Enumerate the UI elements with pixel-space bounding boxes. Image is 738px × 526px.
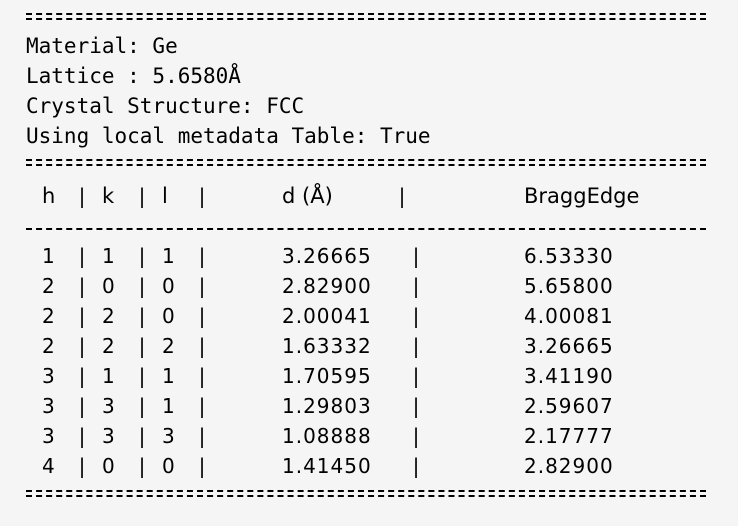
header-top-rule [26, 156, 706, 170]
cell-h: 3 [42, 394, 56, 418]
header-l: l [162, 184, 168, 208]
column-separator: | [396, 184, 409, 208]
cell-l: 1 [162, 244, 176, 268]
header-d-spacing: d (Å) [282, 184, 333, 208]
bottom-double-rule [26, 487, 706, 501]
column-separator: | [76, 334, 89, 358]
cell-d-spacing: 1.08888 [282, 424, 372, 448]
column-separator: | [76, 304, 89, 328]
cell-h: 2 [42, 274, 56, 298]
column-separator: | [76, 394, 89, 418]
cell-k: 3 [102, 394, 116, 418]
column-separator: | [76, 454, 89, 478]
column-separator: | [136, 184, 149, 208]
header-k: k [102, 184, 115, 208]
cell-l: 0 [162, 304, 176, 328]
column-separator: | [136, 274, 149, 298]
cell-bragg-edge: 5.65800 [524, 274, 614, 298]
column-separator: | [76, 274, 89, 298]
column-separator: | [410, 424, 423, 448]
column-separator: | [410, 364, 423, 388]
column-separator: | [136, 304, 149, 328]
cell-bragg-edge: 4.00081 [524, 304, 614, 328]
column-separator: | [410, 244, 423, 268]
lattice-line: Lattice : 5.6580Å [26, 64, 241, 88]
material-line: Material: Ge [26, 34, 178, 58]
column-separator: | [136, 244, 149, 268]
local-metadata-line: Using local metadata Table: True [26, 124, 431, 148]
cell-k: 1 [102, 364, 116, 388]
cell-h: 2 [42, 304, 56, 328]
column-separator: | [410, 274, 423, 298]
column-separator: | [136, 454, 149, 478]
cell-h: 3 [42, 364, 56, 388]
column-separator: | [196, 304, 209, 328]
cell-h: 3 [42, 424, 56, 448]
cell-l: 2 [162, 334, 176, 358]
cell-d-spacing: 2.00041 [282, 304, 372, 328]
cell-bragg-edge: 2.59607 [524, 394, 614, 418]
cell-k: 2 [102, 334, 116, 358]
column-separator: | [196, 184, 209, 208]
cell-l: 0 [162, 274, 176, 298]
column-separator: | [136, 394, 149, 418]
column-separator: | [136, 364, 149, 388]
column-separator: | [196, 274, 209, 298]
cell-bragg-edge: 2.17777 [524, 424, 614, 448]
header-bottom-rule [26, 222, 706, 236]
column-separator: | [410, 394, 423, 418]
column-separator: | [410, 304, 423, 328]
cell-bragg-edge: 3.26665 [524, 334, 614, 358]
cell-d-spacing: 1.70595 [282, 364, 372, 388]
cell-l: 1 [162, 364, 176, 388]
cell-bragg-edge: 3.41190 [524, 364, 614, 388]
cell-l: 0 [162, 454, 176, 478]
cell-k: 0 [102, 454, 116, 478]
cell-h: 4 [42, 454, 56, 478]
cell-d-spacing: 1.41450 [282, 454, 372, 478]
cell-d-spacing: 1.63332 [282, 334, 372, 358]
cell-d-spacing: 2.82900 [282, 274, 372, 298]
cell-k: 0 [102, 274, 116, 298]
column-separator: | [136, 424, 149, 448]
cell-bragg-edge: 6.53330 [524, 244, 614, 268]
column-separator: | [76, 424, 89, 448]
column-separator: | [196, 364, 209, 388]
header-bragg-edge: BraggEdge [524, 184, 640, 208]
cell-k: 2 [102, 304, 116, 328]
column-separator: | [410, 334, 423, 358]
cell-h: 1 [42, 244, 56, 268]
column-separator: | [196, 244, 209, 268]
cell-h: 2 [42, 334, 56, 358]
column-separator: | [76, 244, 89, 268]
header-h: h [42, 184, 56, 208]
column-separator: | [196, 454, 209, 478]
column-separator: | [410, 454, 423, 478]
column-separator: | [136, 334, 149, 358]
cell-l: 3 [162, 424, 176, 448]
column-separator: | [76, 364, 89, 388]
column-separator: | [196, 394, 209, 418]
column-separator: | [76, 184, 89, 208]
cell-k: 3 [102, 424, 116, 448]
cell-bragg-edge: 2.82900 [524, 454, 614, 478]
top-double-rule [26, 10, 706, 24]
cell-k: 1 [102, 244, 116, 268]
cell-d-spacing: 3.26665 [282, 244, 372, 268]
crystal-structure-line: Crystal Structure: FCC [26, 94, 305, 118]
column-separator: | [196, 334, 209, 358]
cell-l: 1 [162, 394, 176, 418]
cell-d-spacing: 1.29803 [282, 394, 372, 418]
column-separator: | [196, 424, 209, 448]
